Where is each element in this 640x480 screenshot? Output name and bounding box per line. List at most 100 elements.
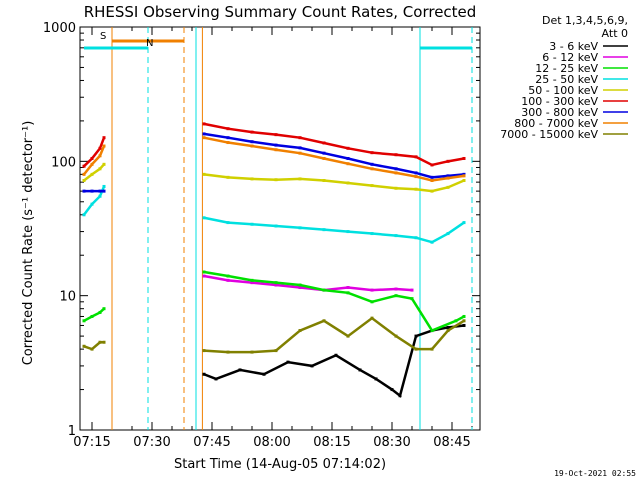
data-point bbox=[82, 172, 86, 176]
data-point bbox=[250, 140, 254, 144]
data-point bbox=[82, 178, 86, 182]
x-tick-label: 08:45 bbox=[433, 435, 470, 450]
data-point bbox=[274, 133, 278, 137]
data-point bbox=[374, 377, 378, 381]
data-point bbox=[346, 162, 350, 166]
data-point bbox=[286, 360, 290, 364]
data-point bbox=[370, 162, 374, 166]
data-point bbox=[414, 175, 418, 179]
data-point bbox=[322, 228, 326, 232]
data-point bbox=[238, 368, 242, 372]
y-tick-label: 10 bbox=[59, 290, 76, 305]
data-point bbox=[370, 151, 374, 155]
data-point bbox=[250, 350, 254, 354]
data-point bbox=[262, 372, 266, 376]
data-point bbox=[274, 143, 278, 147]
data-point bbox=[202, 372, 206, 376]
data-point bbox=[430, 175, 434, 179]
data-point bbox=[370, 167, 374, 171]
data-point bbox=[98, 189, 102, 193]
data-point bbox=[82, 189, 86, 193]
legend-label: 25 - 50 keV bbox=[535, 73, 598, 86]
data-point bbox=[82, 213, 86, 217]
data-point bbox=[346, 181, 350, 185]
data-point bbox=[430, 347, 434, 351]
series-line bbox=[83, 341, 104, 351]
data-point bbox=[462, 314, 466, 318]
data-point bbox=[430, 163, 434, 167]
data-point bbox=[214, 377, 218, 381]
series-line bbox=[83, 307, 105, 322]
y-axis-label: Corrected Count Rate (s⁻¹ detector⁻¹) bbox=[21, 121, 36, 366]
data-point bbox=[390, 388, 394, 392]
legend-label: 300 - 800 keV bbox=[521, 106, 598, 119]
data-point bbox=[310, 364, 314, 368]
footer-date: 19-Oct-2021 02:55 bbox=[554, 469, 636, 478]
data-point bbox=[370, 184, 374, 188]
data-point bbox=[202, 136, 206, 140]
data-point bbox=[98, 154, 102, 158]
data-point bbox=[462, 174, 466, 178]
series-line bbox=[83, 163, 105, 182]
data-point bbox=[102, 184, 106, 188]
legend-label: 6 - 12 keV bbox=[542, 51, 598, 64]
data-point bbox=[394, 167, 398, 171]
data-point bbox=[322, 288, 326, 292]
data-point bbox=[298, 136, 302, 140]
data-point bbox=[274, 178, 278, 182]
data-point bbox=[358, 368, 362, 372]
data-point bbox=[98, 310, 102, 314]
y-tick-label: 100 bbox=[51, 155, 76, 170]
data-point bbox=[102, 162, 106, 166]
data-point bbox=[414, 155, 418, 159]
x-tick-label: 07:30 bbox=[133, 435, 170, 450]
data-point bbox=[446, 176, 450, 180]
chart-title: RHESSI Observing Summary Count Rates, Co… bbox=[84, 3, 477, 21]
data-point bbox=[102, 340, 106, 344]
data-point bbox=[98, 146, 102, 150]
data-point bbox=[298, 177, 302, 181]
data-point bbox=[298, 151, 302, 155]
x-tick-label: 08:00 bbox=[253, 435, 290, 450]
data-point bbox=[274, 281, 278, 285]
data-point bbox=[298, 226, 302, 230]
series-line bbox=[203, 216, 465, 244]
data-point bbox=[102, 307, 106, 311]
data-point bbox=[226, 350, 230, 354]
data-point bbox=[202, 270, 206, 274]
data-point bbox=[226, 175, 230, 179]
data-point bbox=[334, 353, 338, 357]
series-line bbox=[83, 137, 106, 168]
series-line bbox=[83, 145, 106, 176]
data-point bbox=[226, 141, 230, 145]
data-point bbox=[446, 232, 450, 236]
data-point bbox=[446, 159, 450, 163]
data-point bbox=[250, 222, 254, 226]
data-point bbox=[346, 230, 350, 234]
data-point bbox=[394, 171, 398, 175]
data-point bbox=[414, 236, 418, 240]
data-point bbox=[346, 334, 350, 338]
data-point bbox=[82, 344, 86, 348]
data-point bbox=[410, 297, 414, 301]
legend-label: 12 - 25 keV bbox=[535, 62, 598, 75]
flag-bar-label: S bbox=[100, 31, 106, 42]
legend-header-line-1: Det 1,3,4,5,6,9, bbox=[542, 14, 628, 27]
data-point bbox=[226, 136, 230, 140]
series-line bbox=[203, 324, 465, 398]
data-point bbox=[322, 141, 326, 145]
data-point bbox=[90, 172, 94, 176]
flag-bar-label: N bbox=[146, 38, 153, 49]
data-point bbox=[322, 151, 326, 155]
data-point bbox=[462, 323, 466, 327]
data-point bbox=[98, 194, 102, 198]
data-point bbox=[298, 329, 302, 333]
data-point bbox=[202, 274, 206, 278]
data-point bbox=[298, 283, 302, 287]
data-point bbox=[410, 288, 414, 292]
data-point bbox=[414, 334, 418, 338]
data-point bbox=[202, 132, 206, 136]
data-point bbox=[90, 156, 94, 160]
data-point bbox=[202, 349, 206, 353]
plot-frame bbox=[79, 26, 481, 431]
